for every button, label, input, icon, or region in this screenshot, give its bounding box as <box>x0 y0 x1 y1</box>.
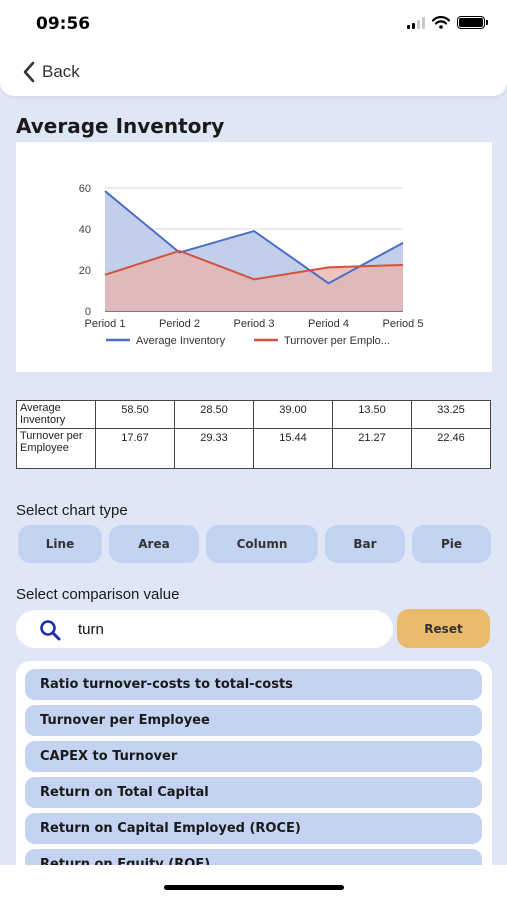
series-line-0 <box>104 190 404 285</box>
series-area-1 <box>105 250 403 311</box>
table-cell: 29.33 <box>174 428 254 469</box>
chart-type-area-button[interactable]: Area <box>109 525 199 563</box>
wifi-icon <box>432 16 450 29</box>
back-button[interactable]: Back <box>22 61 80 83</box>
page-title: Average Inventory <box>16 114 225 138</box>
chart-type-pie-button[interactable]: Pie <box>412 525 491 563</box>
comparison-label: Select comparison value <box>16 586 180 603</box>
list-item[interactable]: Ratio turnover-costs to total-costs <box>25 669 482 700</box>
chevron-left-icon <box>23 61 35 83</box>
chart-type-label: Select chart type <box>16 502 128 519</box>
x-tick-label: Period 4 <box>308 318 349 330</box>
table-cell: 21.27 <box>332 428 412 469</box>
status-time: 09:56 <box>36 14 91 34</box>
legend-label: Turnover per Emplo... <box>284 335 390 347</box>
table-row: Turnover per Employee 17.67 29.33 15.44 … <box>16 428 491 469</box>
x-tick-label: Period 1 <box>85 318 126 330</box>
chart-type-buttons: Line Area Column Bar Pie <box>18 525 491 563</box>
table-row: Average Inventory 58.50 28.50 39.00 13.5… <box>16 400 491 429</box>
bottom-bar <box>0 865 507 900</box>
table-cell: 58.50 <box>95 400 175 429</box>
list-item[interactable]: Return on Total Capital <box>25 777 482 808</box>
y-tick-label: 60 <box>79 183 91 195</box>
chart-type-column-button[interactable]: Column <box>206 525 318 563</box>
legend-label: Average Inventory <box>136 335 226 347</box>
back-label: Back <box>42 62 80 81</box>
x-tick-label: Period 3 <box>234 318 275 330</box>
chart-card: 0 20 40 60 Period 1 Period 2 Period 3 Period 4 P… <box>16 142 492 372</box>
table-cell: 22.46 <box>411 428 491 469</box>
reset-button[interactable]: Reset <box>397 609 490 648</box>
area-chart: 0 20 40 60 Period 1 Period 2 Period 3 Period 4 P… <box>79 183 424 347</box>
results-list: Ratio turnover-costs to total-costs Turn… <box>16 661 492 865</box>
list-item[interactable]: Return on Equity (ROE) <box>25 849 482 865</box>
search-box <box>16 610 393 648</box>
table-cell: 15.44 <box>253 428 333 469</box>
table-row-label: Turnover per Employee <box>16 428 96 469</box>
table-row-label: Average Inventory <box>16 400 96 429</box>
y-tick-label: 0 <box>85 306 91 318</box>
table-cell: 28.50 <box>174 400 254 429</box>
series-line-1 <box>104 249 404 281</box>
y-tick-label: 40 <box>79 224 91 236</box>
chart-type-bar-button[interactable]: Bar <box>325 525 405 563</box>
search-icon <box>40 620 61 641</box>
list-item[interactable]: Turnover per Employee <box>25 705 482 736</box>
status-bar: 09:56 <box>0 0 507 50</box>
y-tick-label: 20 <box>79 265 91 277</box>
status-icons <box>407 16 488 29</box>
x-tick-label: Period 5 <box>383 318 424 330</box>
table-cell: 17.67 <box>95 428 175 469</box>
home-indicator[interactable] <box>164 885 344 890</box>
data-table: Average Inventory 58.50 28.50 39.00 13.5… <box>16 400 491 469</box>
battery-icon <box>457 16 488 29</box>
table-cell: 13.50 <box>332 400 412 429</box>
table-cell: 33.25 <box>411 400 491 429</box>
list-item[interactable]: CAPEX to Turnover <box>25 741 482 772</box>
table-cell: 39.00 <box>253 400 333 429</box>
x-tick-label: Period 2 <box>159 318 200 330</box>
nav-bar: Back <box>0 50 507 96</box>
cellular-signal-icon <box>407 16 425 29</box>
search-input[interactable] <box>78 616 378 642</box>
list-item[interactable]: Return on Capital Employed (ROCE) <box>25 813 482 844</box>
main-content: Average Inventory 0 20 40 60 Period 1 Period … <box>0 82 507 865</box>
chart-type-line-button[interactable]: Line <box>18 525 102 563</box>
